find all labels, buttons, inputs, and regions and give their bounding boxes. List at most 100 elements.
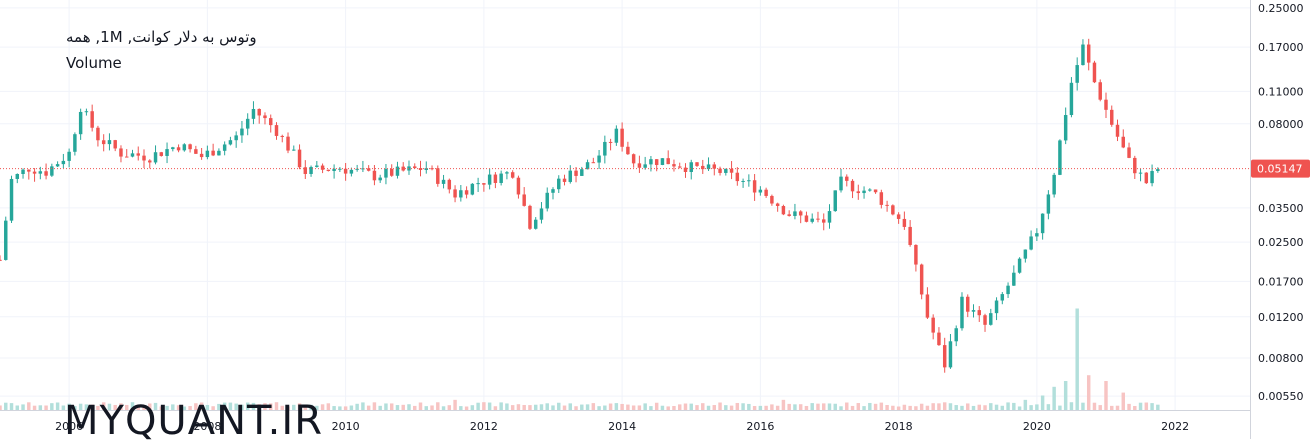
volume-bar (326, 403, 331, 410)
candle-up (395, 166, 400, 176)
candle-down (620, 128, 624, 147)
candle-up (580, 169, 584, 176)
volume-bar (366, 405, 371, 410)
volume-bar (361, 402, 365, 410)
volume-bar (136, 404, 140, 410)
y-tick-label: 0.03500 (1258, 202, 1304, 215)
candle-down (977, 310, 981, 316)
candle-down (1092, 62, 1097, 83)
candle-down (401, 166, 405, 171)
volume-bar (21, 404, 25, 410)
candle-up (15, 173, 20, 179)
volume-bar (349, 405, 354, 410)
candle-up (499, 173, 503, 183)
candle-down (637, 163, 642, 168)
volume-bar (441, 406, 446, 410)
volume-bar (199, 402, 204, 410)
volume-bar (591, 403, 596, 410)
candle-up (1150, 171, 1154, 184)
volume-bar (631, 405, 636, 410)
candle-up (378, 177, 382, 181)
candle-up (1081, 44, 1085, 66)
candle-up (649, 159, 653, 165)
candle-up (130, 153, 135, 157)
volume-bar (338, 406, 342, 410)
volume-bar (793, 404, 797, 410)
candle-down (528, 205, 532, 229)
candle-down (343, 168, 348, 174)
volume-bar (1052, 386, 1056, 410)
candle-up (971, 310, 976, 312)
candle-down (804, 215, 809, 222)
volume-bar (165, 405, 169, 410)
candle-up (660, 158, 665, 165)
volume-bar (654, 402, 659, 410)
candle-down (263, 115, 267, 119)
candle-down (798, 211, 803, 216)
volume-bar (50, 403, 54, 410)
volume-bar (1121, 392, 1125, 410)
volume-bar (1063, 381, 1068, 410)
candle-up (505, 172, 509, 174)
candle-up (758, 189, 763, 193)
volume-bar (522, 404, 526, 410)
volume-bar (487, 402, 492, 410)
volume-bar (44, 405, 48, 410)
watermark-logo: MYQUANT.IR (64, 398, 323, 444)
volume-bar (637, 405, 642, 410)
volume-bar (130, 402, 135, 410)
candle-down (770, 195, 774, 204)
candle-up (839, 176, 843, 191)
candle-down (257, 108, 261, 116)
candle-up (1156, 169, 1160, 172)
candle-down (1133, 157, 1137, 174)
volume-bar (303, 404, 308, 410)
candle-up (459, 190, 463, 198)
candle-up (441, 179, 446, 184)
candle-up (487, 174, 492, 185)
candle-up (61, 160, 66, 165)
candle-down (695, 162, 699, 166)
volume-bar (1006, 402, 1010, 410)
candle-up (315, 165, 319, 167)
candle-down (775, 203, 780, 207)
volume-bar (804, 405, 809, 410)
candle-down (366, 168, 371, 171)
volume-bar (1127, 403, 1131, 410)
candle-up (245, 118, 250, 129)
y-tick-label: 0.08000 (1258, 118, 1304, 131)
candle-up (476, 183, 480, 185)
volume-bar (620, 403, 624, 410)
volume-bar (61, 405, 66, 410)
candle-up (533, 219, 538, 229)
volume-bar (245, 402, 250, 410)
volume-bar (1150, 403, 1154, 410)
volume-bar (896, 406, 901, 410)
candle-down (816, 218, 820, 220)
candle-up (182, 144, 187, 151)
candle-up (585, 162, 590, 170)
candle-down (303, 167, 308, 174)
volume-bar (113, 404, 117, 410)
candle-up (222, 144, 227, 151)
y-tick-label: 0.25000 (1258, 2, 1304, 15)
candle-down (856, 191, 861, 194)
candle-up (1075, 65, 1079, 83)
y-tick-label: 0.11000 (1258, 85, 1304, 98)
volume-bar (38, 405, 43, 410)
candle-up (706, 164, 711, 170)
candle-down (850, 180, 855, 192)
candle-down (119, 148, 123, 157)
volume-bar (868, 402, 872, 410)
candle-down (925, 294, 930, 318)
x-tick-label: 2008 (193, 420, 221, 433)
volume-bar (770, 404, 774, 410)
candle-down (194, 149, 198, 154)
candle-up (1029, 236, 1033, 250)
candle-down (1115, 124, 1120, 137)
candle-up (1063, 115, 1068, 141)
volume-bar (430, 405, 434, 410)
volume-bar (718, 402, 722, 410)
